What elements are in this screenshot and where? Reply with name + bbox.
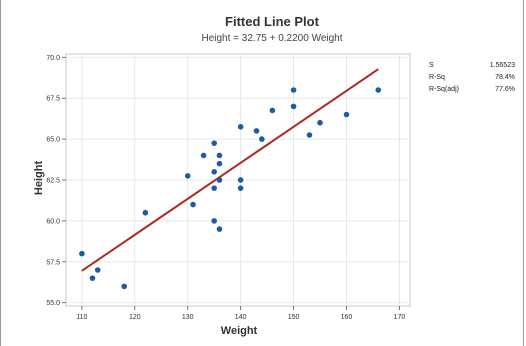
stat-label: R-Sq(adj) — [429, 86, 459, 93]
data-point — [269, 107, 276, 114]
data-point — [343, 111, 350, 118]
gridlines — [66, 54, 410, 306]
x-tick-label: 160 — [341, 314, 353, 321]
y-tick-label: 57.5 — [46, 259, 60, 266]
stat-value: 77.6% — [495, 86, 515, 93]
stats-table: S 1.56523 R-Sq 78.4% R-Sq(adj) 77.6% — [429, 60, 515, 96]
stat-value: 78.4% — [495, 74, 515, 81]
x-tick-label: 150 — [288, 314, 300, 321]
data-point — [216, 226, 223, 232]
data-point — [211, 218, 217, 224]
y-tick-label: 55.0 — [46, 300, 60, 307]
data-point — [121, 283, 128, 290]
data-point — [290, 103, 297, 110]
data-point — [290, 87, 297, 93]
x-tick-label: 130 — [182, 314, 194, 321]
data-point — [190, 201, 196, 208]
data-point — [184, 173, 191, 179]
right-border — [523, 0, 524, 346]
x-axis-label: Weight — [221, 325, 258, 337]
data-point — [317, 119, 323, 126]
data-point — [216, 160, 223, 167]
data-point — [211, 185, 217, 191]
x-tick-label: 110 — [76, 314, 87, 321]
x-tick-label: 170 — [394, 314, 406, 321]
y-tick-label: 65.0 — [46, 137, 60, 144]
fit-line-group — [81, 68, 379, 272]
x-tick-label: 120 — [129, 314, 141, 321]
data-point — [237, 177, 244, 183]
data-point — [237, 185, 244, 191]
data-point — [259, 136, 265, 142]
data-point — [216, 152, 223, 159]
data-point — [211, 169, 217, 175]
stat-value: 1.56523 — [489, 62, 515, 69]
data-point — [200, 152, 207, 159]
data-point — [306, 132, 313, 138]
data-point — [89, 275, 96, 281]
fit-line — [81, 68, 379, 272]
y-tick-label: 67.5 — [46, 96, 60, 103]
data-points — [79, 87, 382, 290]
data-point — [79, 250, 85, 257]
data-point — [375, 87, 382, 93]
chart-title: Fitted Line Plot — [225, 14, 320, 29]
data-point — [253, 128, 260, 134]
stat-label: S — [429, 62, 434, 69]
y-tick-label: 70.0 — [46, 55, 60, 62]
data-point — [94, 267, 101, 273]
y-axis-label: Height — [33, 161, 45, 196]
y-tick-label: 60.0 — [46, 218, 60, 225]
stat-row-rsq: R-Sq 78.4% — [429, 72, 515, 84]
x-tick-label: 140 — [235, 314, 247, 321]
data-point — [142, 209, 149, 216]
stat-label: R-Sq — [429, 74, 445, 81]
left-border — [0, 0, 1, 346]
chart-subtitle: Height = 32.75 + 0.2200 Weight — [201, 33, 342, 44]
data-point — [237, 124, 244, 130]
data-point — [211, 140, 217, 146]
stat-row-rsq-adj: R-Sq(adj) 77.6% — [429, 84, 515, 96]
data-point — [216, 177, 223, 183]
axes: 110 120 130 140 150 160 170 55.0 57.5 60.0 62.5 65.… — [46, 55, 405, 321]
stat-row-s: S 1.56523 — [429, 60, 515, 72]
y-tick-label: 62.5 — [46, 178, 60, 185]
